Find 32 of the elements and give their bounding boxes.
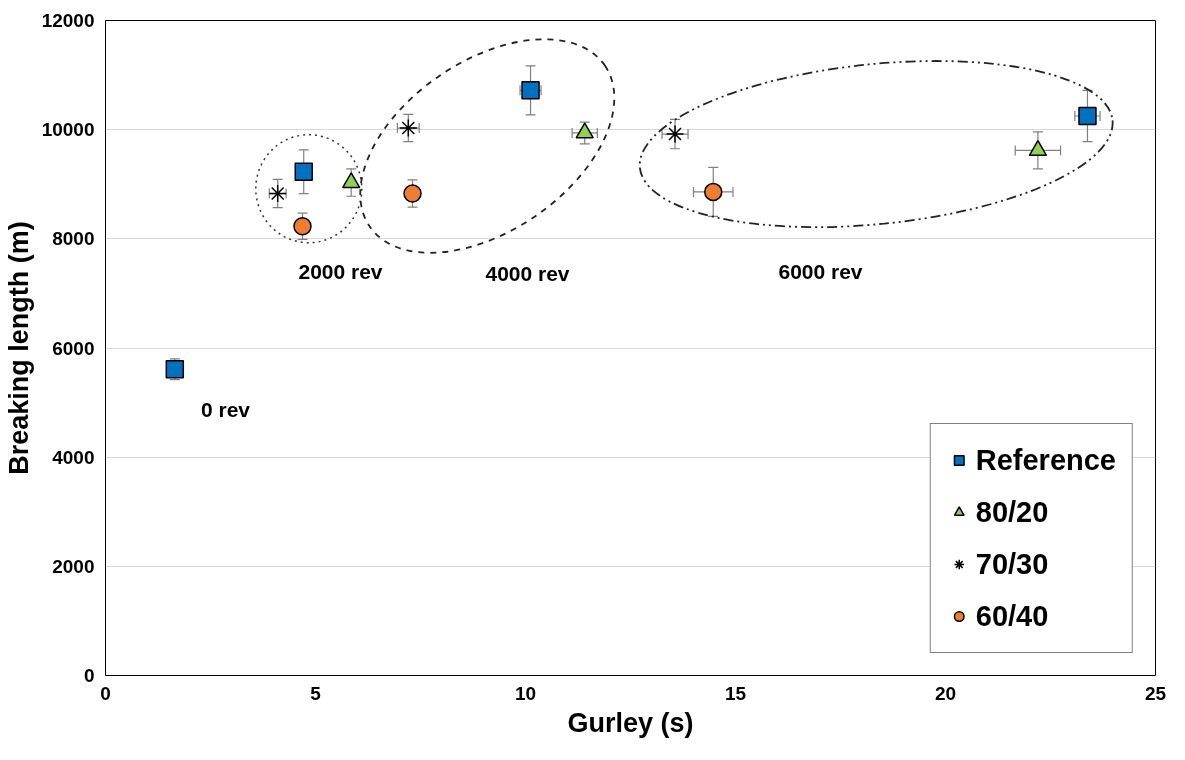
x-tick-label: 5 [310, 682, 322, 704]
point [703, 182, 723, 202]
x-tick-label: 20 [934, 682, 957, 704]
point [665, 124, 685, 144]
legend-label: 60/40 [975, 598, 1049, 634]
legend-label: 80/20 [975, 494, 1049, 530]
legend-label: Reference [975, 442, 1116, 478]
legend-label: 70/30 [975, 546, 1049, 582]
y-tick-label: 2000 [52, 555, 95, 577]
annotation: 6000 rev [778, 260, 863, 283]
x-tick-label: 0 [100, 682, 111, 704]
y-axis-title: Breaking length (m) [3, 221, 34, 475]
y-tick-label: 10000 [41, 119, 95, 141]
y-tick-label: 8000 [52, 228, 95, 250]
point [399, 118, 418, 138]
y-tick-label: 6000 [52, 337, 95, 359]
y-tick-label: 12000 [41, 10, 95, 31]
y-tick-label: 4000 [52, 446, 95, 468]
x-tick-label: 15 [724, 682, 747, 704]
annotation: 4000 rev [485, 262, 570, 285]
point [165, 360, 185, 379]
point [521, 81, 540, 100]
annotation: 0 rev [200, 398, 251, 421]
point [1078, 106, 1097, 126]
annotation: 2000 rev [298, 260, 383, 283]
x-tick-label: 25 [1144, 682, 1167, 704]
point [403, 184, 422, 203]
y-tick-label: 0 [83, 665, 95, 686]
point [293, 217, 312, 236]
point [294, 162, 313, 181]
x-axis-title: Gurley (s) [567, 707, 694, 738]
x-tick-label: 10 [514, 682, 537, 704]
